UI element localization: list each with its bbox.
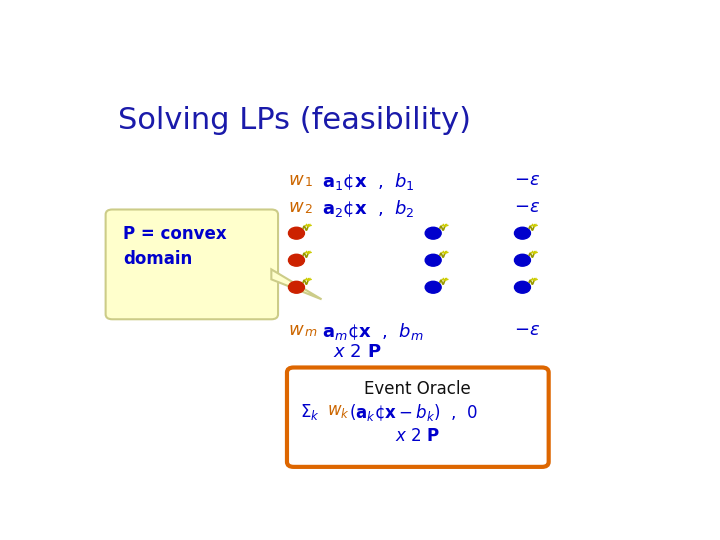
Circle shape: [426, 281, 441, 293]
Text: $\mathbf{a}_m$¢$\mathbf{x}$  ,  $b_m$: $\mathbf{a}_m$¢$\mathbf{x}$ , $b_m$: [322, 321, 423, 341]
Polygon shape: [271, 269, 322, 299]
Circle shape: [426, 227, 441, 239]
Circle shape: [289, 227, 305, 239]
Text: Event Oracle: Event Oracle: [364, 380, 471, 398]
Circle shape: [289, 281, 305, 293]
Text: $\mathbf{a}_1$¢$\mathbf{x}$  ,  $b_1$: $\mathbf{a}_1$¢$\mathbf{x}$ , $b_1$: [322, 171, 415, 192]
Text: $-\varepsilon$: $-\varepsilon$: [514, 171, 540, 189]
Text: $x\ 2\ \mathbf{P}$: $x\ 2\ \mathbf{P}$: [333, 343, 382, 361]
Circle shape: [289, 254, 305, 266]
Circle shape: [515, 254, 531, 266]
Text: $-\varepsilon$: $-\varepsilon$: [514, 198, 540, 216]
Text: Solving LPs (feasibility): Solving LPs (feasibility): [118, 106, 471, 136]
Text: $w$: $w$: [288, 198, 305, 216]
Circle shape: [426, 254, 441, 266]
Text: $w$: $w$: [288, 321, 305, 339]
Text: $m$: $m$: [304, 326, 317, 339]
Text: P = convex
domain: P = convex domain: [124, 225, 227, 268]
FancyBboxPatch shape: [287, 368, 549, 467]
Text: $2$: $2$: [304, 203, 312, 216]
Text: $1$: $1$: [304, 176, 312, 189]
FancyBboxPatch shape: [106, 210, 278, 319]
Circle shape: [515, 281, 531, 293]
Text: $-\varepsilon$: $-\varepsilon$: [514, 321, 540, 339]
Text: $\Sigma_k$: $\Sigma_k$: [300, 402, 320, 422]
Text: $w$: $w$: [288, 171, 305, 189]
Text: $w_k$: $w_k$: [327, 402, 350, 421]
Text: $(\mathbf{a}_k$¢$\mathbf{x} - b_k)$  ,  0: $(\mathbf{a}_k$¢$\mathbf{x} - b_k)$ , 0: [349, 402, 479, 423]
Text: $\mathbf{a}_2$¢$\mathbf{x}$  ,  $b_2$: $\mathbf{a}_2$¢$\mathbf{x}$ , $b_2$: [322, 198, 414, 219]
Text: $x\ 2\ \mathbf{P}$: $x\ 2\ \mathbf{P}$: [395, 427, 441, 444]
Circle shape: [515, 227, 531, 239]
